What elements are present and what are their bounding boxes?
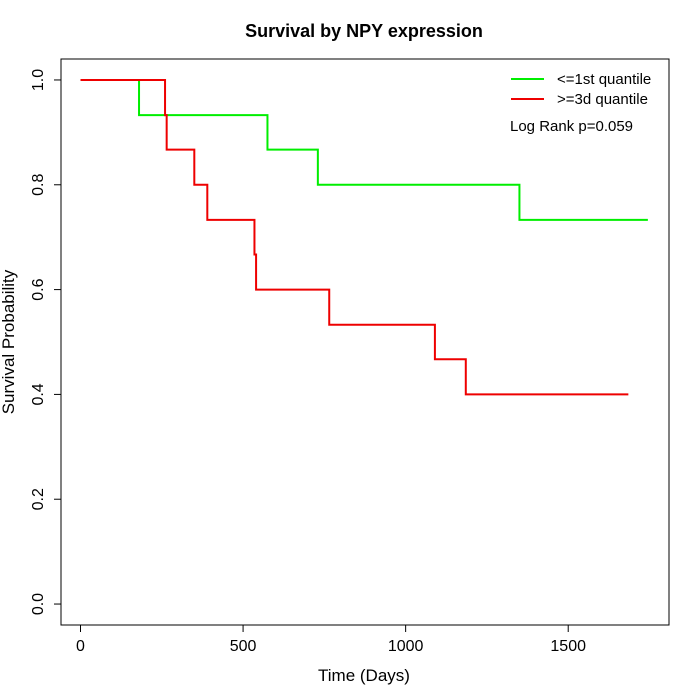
- plot-frame: [60, 58, 670, 626]
- x-tick-label: 500: [230, 638, 257, 655]
- y-tick-label: 0.4: [30, 383, 47, 405]
- series-line-0: [80, 78, 648, 221]
- legend-label-1: >=3d quantile: [557, 91, 648, 108]
- axes: 0 500 1000 1500 0.0 0.2 0.4 0.6 0.8 1.0: [30, 69, 586, 655]
- y-tick-label: 0.2: [30, 488, 47, 510]
- x-tick-label: 1500: [550, 638, 586, 655]
- y-tick-label: 0.0: [30, 593, 47, 615]
- log-rank-annotation: Log Rank p=0.059: [510, 118, 633, 135]
- y-axis-label: Survival Probability: [0, 269, 18, 414]
- y-tick-label: 0.8: [30, 174, 47, 196]
- series-lines: [80, 78, 648, 396]
- x-tick-label: 1000: [388, 638, 424, 655]
- x-tick-label: 0: [76, 638, 85, 655]
- legend-label-0: <=1st quantile: [557, 71, 651, 88]
- y-tick-label: 0.6: [30, 278, 47, 300]
- series-line-1: [80, 78, 629, 396]
- legend: <=1st quantile >=3d quantile: [511, 71, 651, 108]
- y-tick-label: 1.0: [30, 69, 47, 91]
- x-axis-label: Time (Days): [318, 666, 410, 685]
- chart-title: Survival by NPY expression: [245, 21, 483, 41]
